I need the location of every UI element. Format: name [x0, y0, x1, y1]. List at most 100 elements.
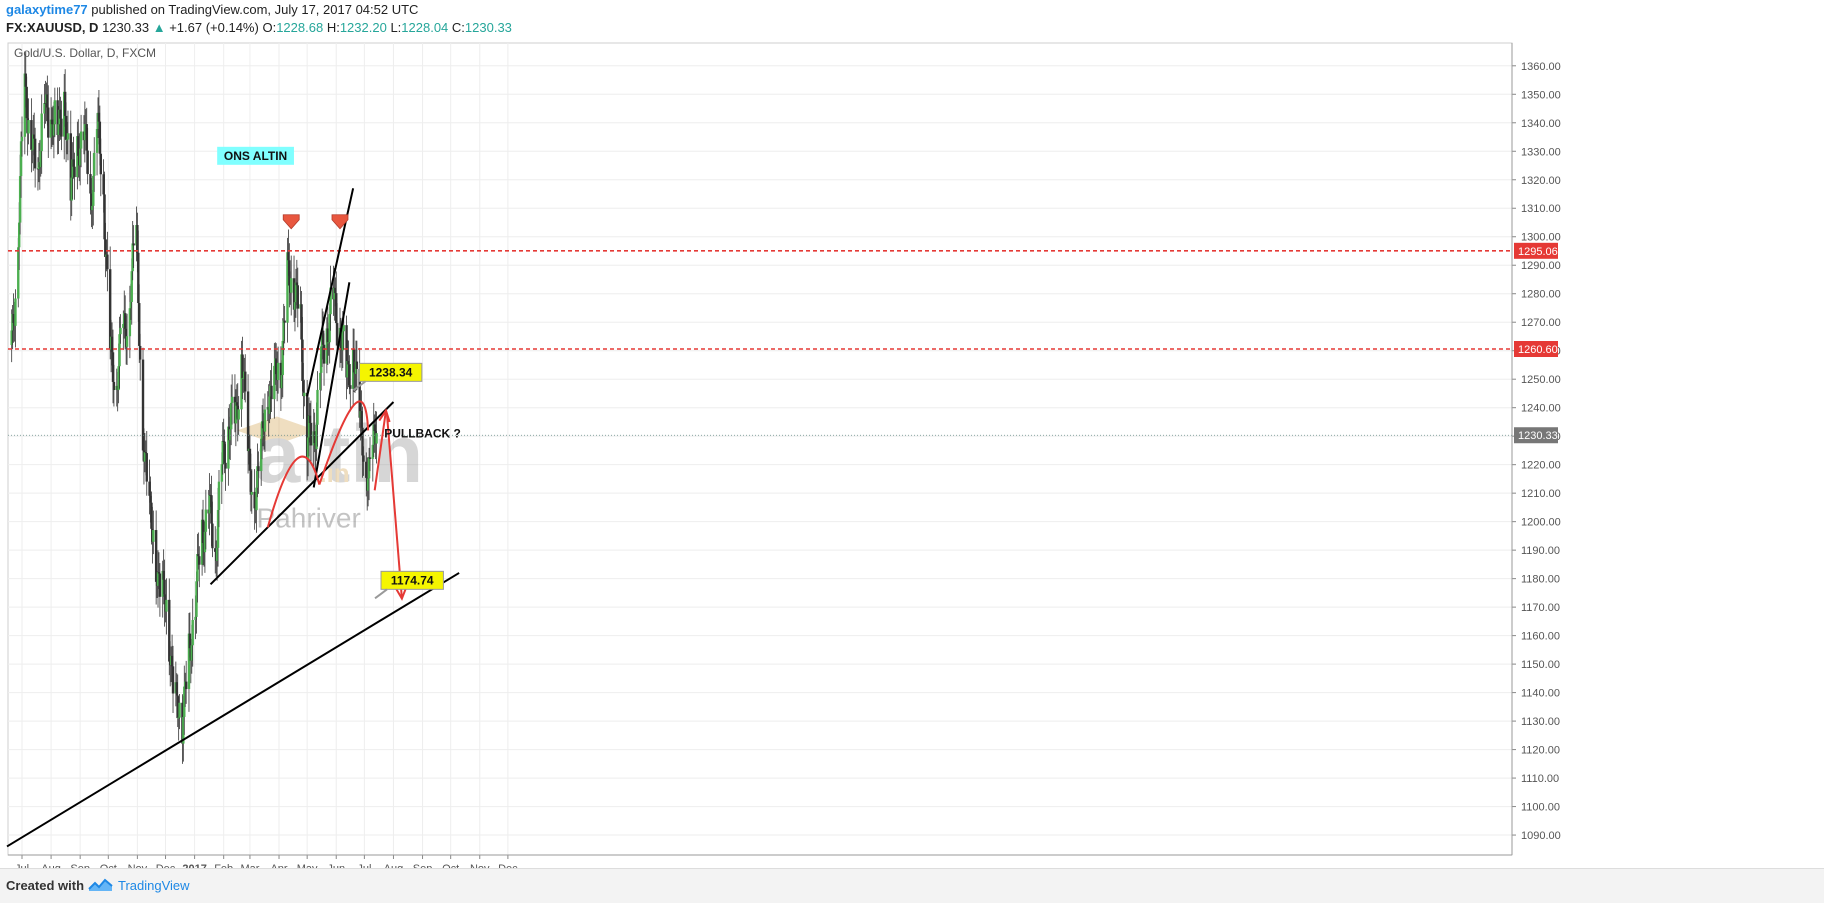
price-axis-label: 1295.06	[1514, 242, 1558, 259]
candle-body	[184, 681, 188, 690]
candle-body	[257, 466, 260, 472]
candle-body	[148, 481, 151, 496]
candle-body	[56, 100, 59, 135]
candle-body	[296, 285, 299, 309]
symbol-label[interactable]: FX:XAUUSD, D	[6, 20, 99, 35]
price-axis-label-bg	[1514, 340, 1558, 357]
candle-body	[250, 491, 254, 495]
candle-body	[362, 455, 365, 462]
x-tick-label: Dec	[156, 863, 176, 868]
candle-body	[125, 336, 129, 347]
candle-body	[20, 136, 24, 142]
candle-body	[129, 301, 133, 309]
red-arc	[266, 455, 321, 528]
candle-body	[222, 440, 225, 442]
candle-body	[188, 633, 192, 649]
candle-body	[240, 354, 243, 410]
trend-line	[312, 282, 351, 488]
low-label: L:	[390, 20, 402, 35]
y-tick-label: 1280.00	[1521, 289, 1561, 301]
candle-body	[352, 349, 356, 373]
y-tick-label: 1290.00	[1521, 260, 1561, 272]
candle-body	[345, 325, 348, 378]
candle-body	[287, 252, 290, 261]
annotation-bg	[380, 570, 444, 590]
candle-body	[347, 360, 350, 365]
candle-body	[31, 149, 34, 151]
candle-body	[59, 109, 62, 119]
tradingview-brand[interactable]: TradingView	[118, 878, 190, 893]
candle-body	[371, 444, 375, 459]
x-tick-label: Aug	[41, 863, 61, 868]
candle-body	[286, 252, 289, 323]
candle-body	[280, 375, 284, 389]
candle-body	[328, 314, 331, 343]
tradingview-logo-icon[interactable]	[88, 877, 114, 893]
candle-body	[32, 134, 35, 150]
candle-body	[194, 616, 197, 620]
candle-body	[273, 365, 276, 400]
footer-bar: Created with TradingView	[0, 868, 1824, 903]
candle-body	[43, 103, 46, 114]
candle-body	[195, 581, 198, 617]
candle-body	[223, 441, 226, 463]
candle-body	[98, 121, 102, 154]
candle-body	[208, 494, 211, 514]
callout-pointer	[352, 380, 367, 392]
x-tick-label: Aug	[384, 863, 404, 868]
candle-body	[358, 368, 361, 418]
x-tick-label: Jun	[327, 863, 345, 868]
candle-body	[292, 278, 296, 310]
candle-body	[150, 502, 153, 529]
x-tick-label: Feb	[214, 863, 233, 868]
candle-body	[326, 328, 329, 343]
candle-body	[329, 287, 332, 315]
candle-body	[144, 452, 148, 454]
candle-body	[24, 73, 27, 87]
candle-body	[230, 396, 234, 403]
candle-body	[365, 461, 368, 478]
open-value: 1228.68	[276, 20, 324, 35]
trend-line	[6, 572, 460, 848]
x-tick-label: Nov	[470, 863, 490, 868]
candle-body	[301, 339, 304, 382]
candle-body	[104, 239, 107, 257]
x-tick-label: Jul	[15, 863, 29, 868]
candle-body	[263, 409, 267, 432]
y-tick-label: 1200.00	[1521, 517, 1561, 529]
y-tick-label: 1300.00	[1521, 232, 1561, 244]
candle-body	[325, 328, 329, 364]
candle-body	[136, 225, 139, 253]
chart-title: Gold/U.S. Dollar, D, FXCM	[14, 46, 156, 60]
candle-body	[282, 320, 285, 341]
candle-body	[60, 118, 63, 137]
candle-body	[249, 470, 253, 495]
y-tick-label: 1130.00	[1521, 716, 1560, 728]
x-tick-label: Jul	[357, 863, 371, 868]
close-label: C:	[451, 20, 465, 35]
candle-body	[108, 269, 112, 350]
candle-body	[25, 86, 28, 119]
last-price: 1230.33	[102, 20, 150, 35]
candle-body	[196, 554, 199, 582]
y-tick-label: 1120.00	[1521, 745, 1560, 757]
candle-body	[349, 385, 352, 389]
price-chart[interactable]: 1090.00 1100.00 1110.00 1120.00 1130.00 1140.…	[0, 40, 1824, 868]
candle-body	[259, 438, 263, 472]
candle-body	[306, 437, 310, 460]
x-tick-label: Mar	[240, 863, 259, 868]
candle-body	[302, 381, 305, 397]
annotation-bg	[358, 362, 423, 382]
candle-body	[255, 487, 258, 511]
candle-body	[117, 366, 120, 391]
red-arrow	[373, 410, 387, 491]
candle-body	[10, 330, 13, 346]
candle-body	[86, 150, 89, 175]
candle-body	[137, 252, 140, 304]
candle-body	[305, 392, 309, 460]
candle-body	[130, 271, 133, 302]
y-tick-label: 1140.00	[1521, 688, 1560, 700]
candle-body	[111, 352, 115, 382]
price-axis-label: 1260.60	[1514, 340, 1558, 357]
author-link[interactable]: galaxytime77	[6, 2, 88, 17]
